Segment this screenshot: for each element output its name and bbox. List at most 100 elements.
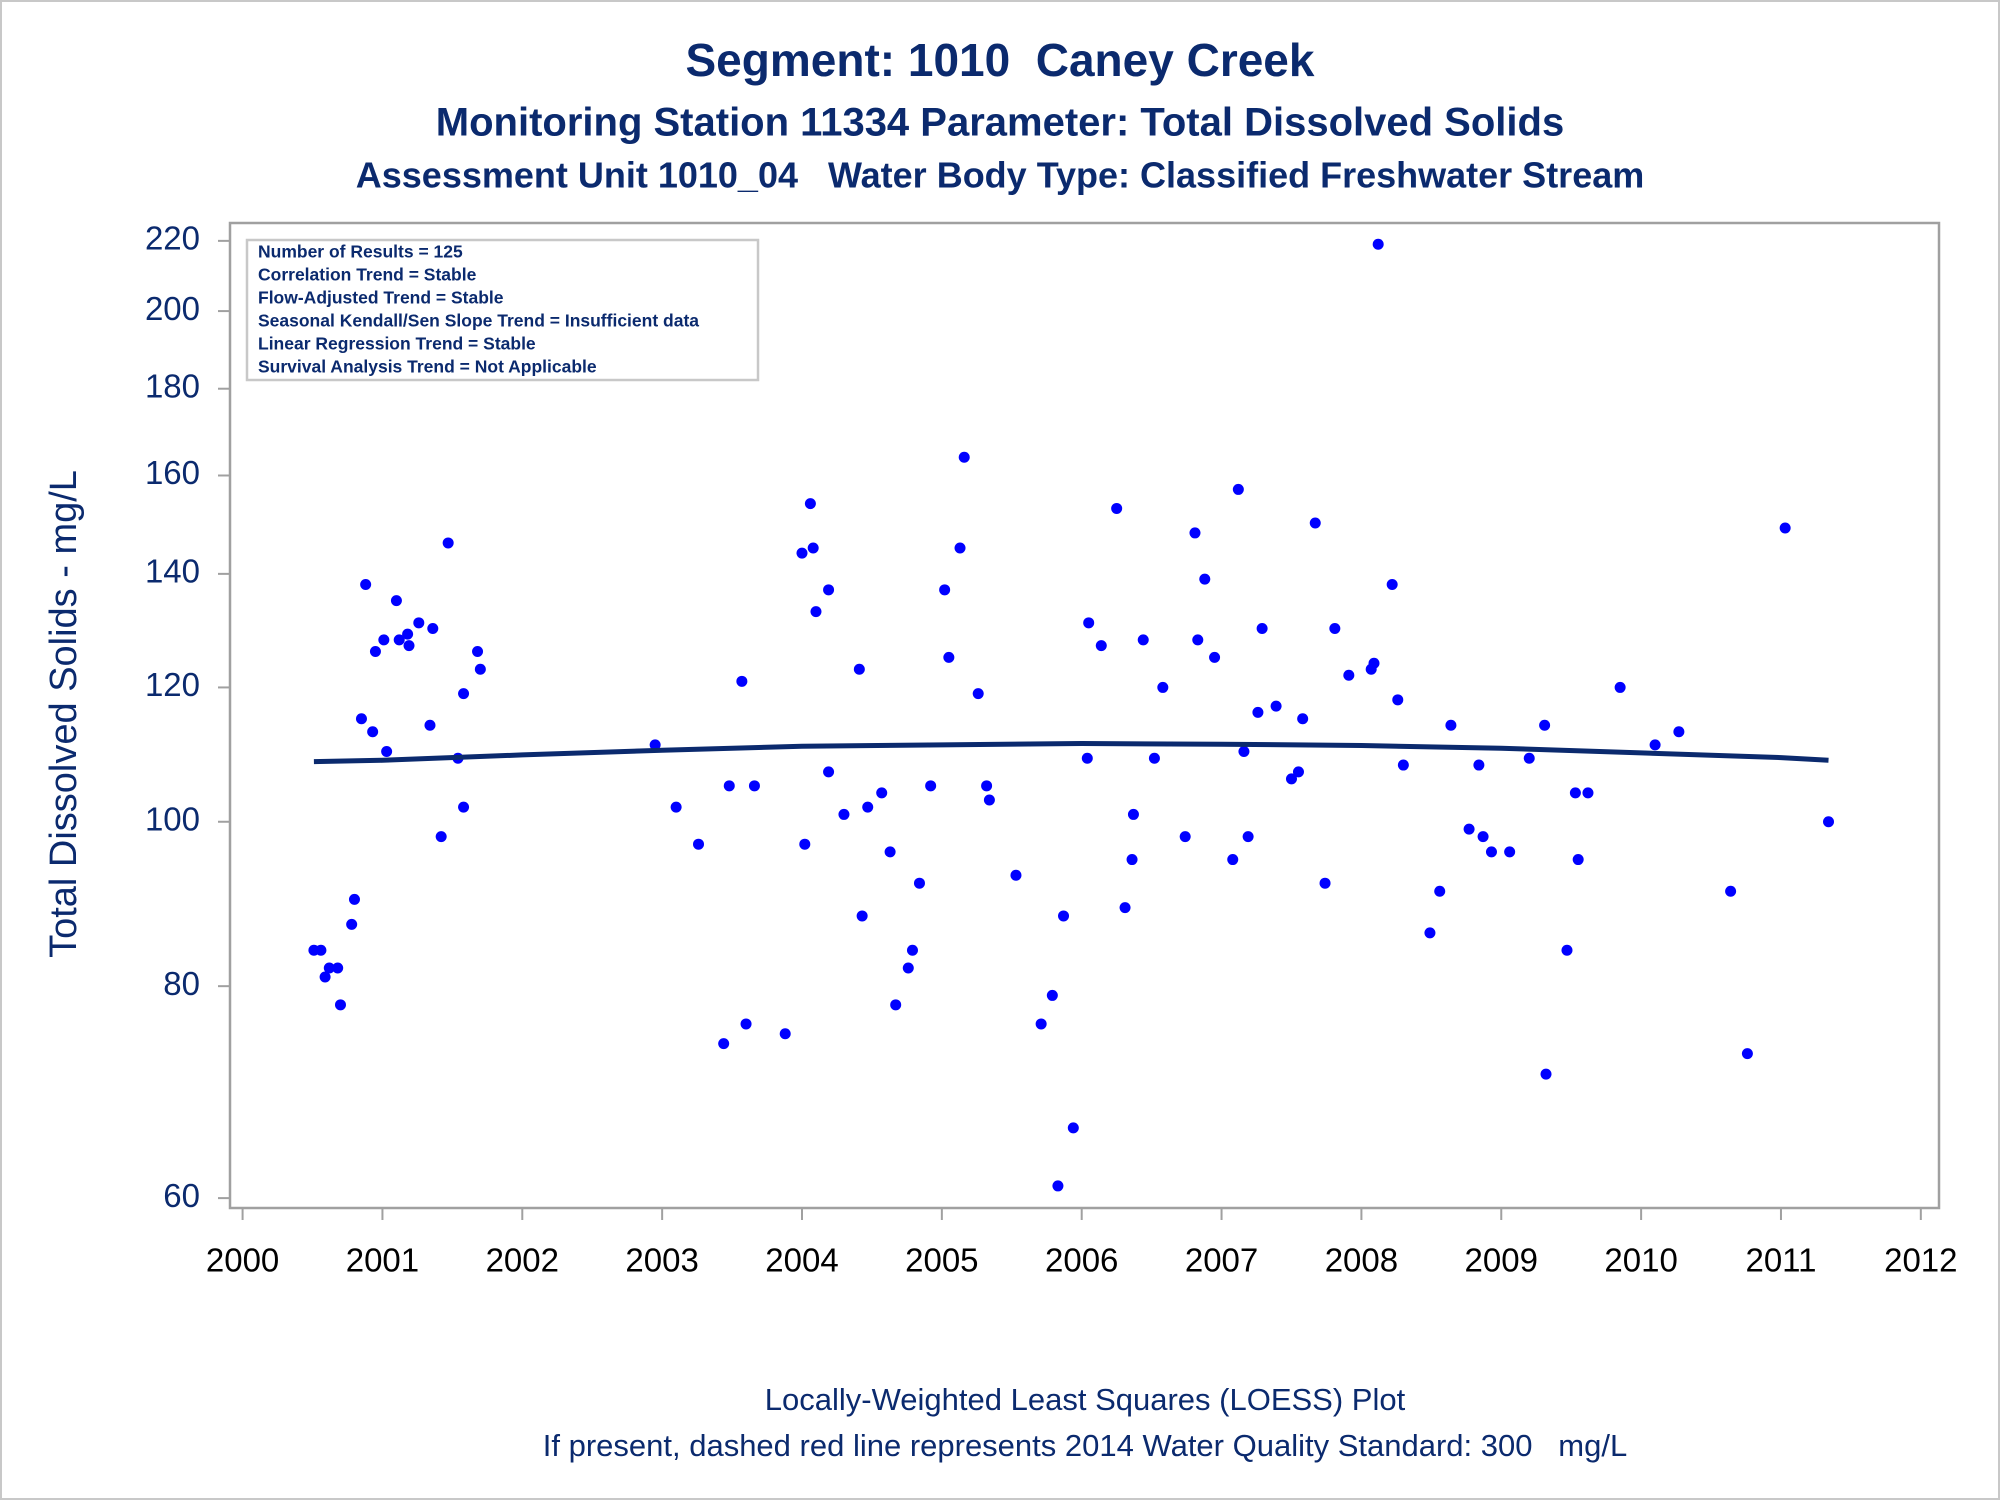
x-tick-label: 2008 <box>1325 1242 1398 1279</box>
data-point <box>1227 854 1239 866</box>
data-point <box>856 910 868 922</box>
data-point <box>1319 877 1331 889</box>
data-point <box>1309 517 1321 529</box>
y-tick-label: 140 <box>145 553 200 590</box>
x-tick-label: 2006 <box>1045 1242 1118 1279</box>
data-point <box>1179 831 1191 843</box>
data-point <box>1285 773 1297 785</box>
data-point <box>906 944 918 956</box>
data-point <box>649 739 661 751</box>
data-point <box>1046 989 1058 1001</box>
data-point <box>1242 831 1254 843</box>
data-point <box>1270 700 1282 712</box>
data-point <box>378 634 390 646</box>
data-point <box>1252 706 1264 718</box>
data-point <box>1434 885 1446 897</box>
y-tick-label: 80 <box>163 965 200 1002</box>
data-point <box>736 675 748 687</box>
data-point <box>718 1038 730 1050</box>
data-point <box>1725 885 1737 897</box>
data-point <box>943 651 955 663</box>
data-point <box>1473 759 1485 771</box>
data-point <box>315 944 327 956</box>
data-point <box>442 537 454 549</box>
data-point <box>954 542 966 554</box>
data-point <box>381 746 393 758</box>
data-point <box>1052 1180 1064 1192</box>
data-point <box>1297 713 1309 725</box>
data-point <box>458 801 470 813</box>
x-tick-label: 2000 <box>206 1242 279 1279</box>
data-point <box>1397 759 1409 771</box>
data-point <box>862 801 874 813</box>
data-point <box>474 663 486 675</box>
data-point <box>925 780 937 792</box>
data-point <box>890 999 902 1011</box>
data-point <box>472 645 484 657</box>
data-point <box>1192 634 1204 646</box>
data-point <box>779 1028 791 1040</box>
data-point <box>958 451 970 463</box>
data-point <box>367 726 379 738</box>
data-point <box>424 719 436 731</box>
data-point <box>1095 640 1107 652</box>
data-point <box>1189 527 1201 539</box>
x-tick-label: 2005 <box>905 1242 978 1279</box>
data-point <box>402 628 414 640</box>
data-point <box>1372 238 1384 250</box>
data-point <box>981 780 993 792</box>
data-point <box>723 780 735 792</box>
data-point <box>458 688 470 700</box>
plot-frame <box>228 221 1941 1210</box>
data-point <box>1067 1122 1079 1134</box>
y-tick-label: 100 <box>145 800 200 837</box>
data-point <box>1569 787 1581 799</box>
data-point <box>334 999 346 1011</box>
data-point <box>1539 719 1551 731</box>
footnote: If present, dashed red line represents 2… <box>543 1428 1627 1463</box>
data-point <box>323 962 335 974</box>
stats-text: Correlation Trend = Stable <box>258 265 477 285</box>
data-point <box>1081 752 1093 764</box>
data-point <box>810 606 822 618</box>
data-point <box>1424 927 1436 939</box>
data-point <box>853 663 865 675</box>
data-point <box>435 831 447 843</box>
data-point <box>913 877 925 889</box>
data-point <box>1035 1018 1047 1030</box>
data-point <box>1256 622 1268 634</box>
data-point <box>876 787 888 799</box>
y-tick-label: 160 <box>145 454 200 491</box>
data-point <box>838 808 850 820</box>
x-tick-label: 2012 <box>1884 1242 1957 1279</box>
data-point <box>1119 902 1131 914</box>
data-point <box>748 780 760 792</box>
data-point <box>1561 944 1573 956</box>
data-point <box>427 622 439 634</box>
stats-box <box>245 238 760 382</box>
data-point <box>1157 681 1169 693</box>
data-point <box>1126 854 1138 866</box>
data-point <box>1292 766 1304 778</box>
y-tick-label: 60 <box>163 1177 200 1214</box>
data-point <box>1148 752 1160 764</box>
data-point <box>1386 578 1398 590</box>
data-point <box>1127 808 1139 820</box>
subtitle: Assessment Unit 1010_04 Water Body Type:… <box>356 155 1645 196</box>
data-point <box>939 584 951 596</box>
data-point <box>1582 787 1594 799</box>
x-tick-label: 2007 <box>1185 1242 1258 1279</box>
data-point <box>1083 617 1095 629</box>
data-point <box>884 846 896 858</box>
data-point <box>799 838 811 850</box>
data-point <box>1649 739 1661 751</box>
data-point <box>319 971 331 983</box>
data-point <box>796 547 808 559</box>
x-tick-label: 2002 <box>486 1242 559 1279</box>
footnote: Locally-Weighted Least Squares (LOESS) P… <box>765 1382 1406 1417</box>
stats-text: Seasonal Kendall/Sen Slope Trend = Insuf… <box>258 311 699 331</box>
data-point <box>902 962 914 974</box>
data-point <box>983 794 995 806</box>
data-point <box>1392 694 1404 706</box>
